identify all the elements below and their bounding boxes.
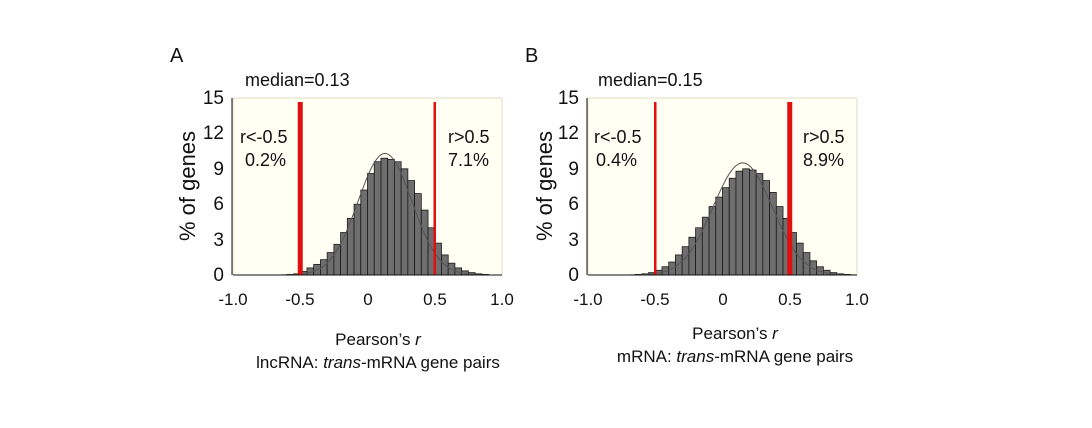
right-threshold-percent: 7.1%: [448, 150, 489, 170]
histogram-bar: [749, 169, 757, 276]
histogram-bar: [367, 173, 375, 276]
x-tick-label: 0.5: [778, 290, 802, 309]
threshold-lines: [297, 102, 436, 275]
histogram-bar: [728, 177, 737, 276]
histogram-bar: [708, 206, 717, 276]
subtitle-italic: trans: [676, 347, 714, 366]
x-tick-label: -1.0: [573, 290, 602, 309]
x-tick-label: -0.5: [285, 290, 314, 309]
right-threshold-label: r>0.5: [448, 127, 490, 147]
threshold-lines: [654, 102, 793, 275]
panel-a: A median=0.13 0 3 6 9 12 15 -1.0 -0.5 0 …: [170, 45, 514, 372]
histogram-bar: [775, 206, 784, 276]
x-axis-label-symbol: r: [415, 330, 422, 349]
panel-b: B median=0.15 0 3 6 9 12 15 -1.0 -0.5 0 …: [525, 45, 869, 366]
y-tick-label: 6: [568, 194, 579, 215]
x-tick-label: 0.5: [423, 290, 447, 309]
y-tick-label: 0: [213, 265, 224, 286]
histogram-bar: [360, 189, 368, 276]
histogram-bar: [420, 209, 429, 276]
y-tick-label: 12: [203, 123, 224, 144]
subtitle-text: -mRNA gene pairs: [361, 353, 500, 372]
subtitle-text: -mRNA gene pairs: [714, 347, 853, 366]
y-tick-label: 9: [213, 159, 224, 180]
histogram-bar: [735, 170, 744, 276]
y-tick-label: 15: [558, 88, 579, 109]
histogram-bar: [688, 236, 697, 276]
subtitle-text: mRNA:: [617, 347, 677, 366]
histogram-bar: [387, 158, 395, 276]
histogram-bar: [742, 168, 750, 276]
histogram-bar: [353, 203, 362, 276]
histogram-bar: [722, 187, 730, 276]
right-threshold-label: r>0.5: [803, 127, 845, 147]
x-tick-label: -1.0: [218, 290, 247, 309]
histogram-bar: [380, 157, 389, 276]
panel-subtitle: mRNA: trans-mRNA gene pairs: [617, 347, 853, 366]
x-axis-label-text: Pearson’s: [335, 330, 415, 349]
left-threshold-label: r<-0.5: [240, 127, 288, 147]
histogram-bar: [701, 216, 710, 276]
x-tick-label: -0.5: [640, 290, 669, 309]
y-axis-label: % of genes: [175, 131, 200, 241]
left-threshold-percent: 0.2%: [245, 150, 286, 170]
x-axis-label-text: Pearson’s: [692, 324, 772, 343]
subtitle-italic: trans: [323, 353, 361, 372]
y-tick-label: 0: [568, 265, 579, 286]
x-axis-label-symbol: r: [772, 324, 779, 343]
histogram-bar: [675, 254, 683, 276]
histogram-bar: [755, 173, 764, 276]
x-axis-label: Pearson’s r: [335, 330, 422, 349]
median-annotation: median=0.13: [245, 70, 350, 90]
subtitle-text: lncRNA:: [256, 353, 323, 372]
histogram-bar: [414, 193, 422, 276]
x-tick-label: 0: [363, 290, 372, 309]
histogram-bar: [407, 180, 415, 276]
histogram-bar: [393, 161, 402, 276]
histogram-bar: [809, 260, 818, 276]
panel-label: A: [170, 45, 184, 67]
histogram-bar: [762, 180, 770, 276]
y-tick-label: 12: [558, 123, 579, 144]
histogram-bar: [769, 191, 777, 276]
y-tick-label: 15: [203, 88, 224, 109]
histogram-bar: [796, 242, 804, 276]
histogram-bar: [715, 196, 723, 276]
y-tick-label: 6: [213, 194, 224, 215]
y-tick-label: 9: [568, 159, 579, 180]
y-tick-label: 3: [213, 230, 224, 251]
x-tick-label: 1.0: [845, 290, 869, 309]
y-tick-label: 3: [568, 230, 579, 251]
median-annotation: median=0.15: [598, 70, 703, 90]
right-threshold-percent: 8.9%: [803, 150, 844, 170]
x-axis-label: Pearson’s r: [692, 324, 779, 343]
histogram-bar: [373, 161, 382, 276]
x-tick-label: 1.0: [490, 290, 514, 309]
x-tick-label: 0: [718, 290, 727, 309]
panel-subtitle: lncRNA: trans-mRNA gene pairs: [256, 353, 500, 372]
left-threshold-percent: 0.4%: [596, 150, 637, 170]
histogram-bar: [340, 232, 348, 276]
histogram-bar: [400, 168, 409, 276]
histogram-bar: [695, 227, 703, 276]
left-threshold-label: r<-0.5: [594, 127, 642, 147]
panel-label: B: [525, 45, 538, 67]
y-axis-label: % of genes: [532, 131, 557, 241]
